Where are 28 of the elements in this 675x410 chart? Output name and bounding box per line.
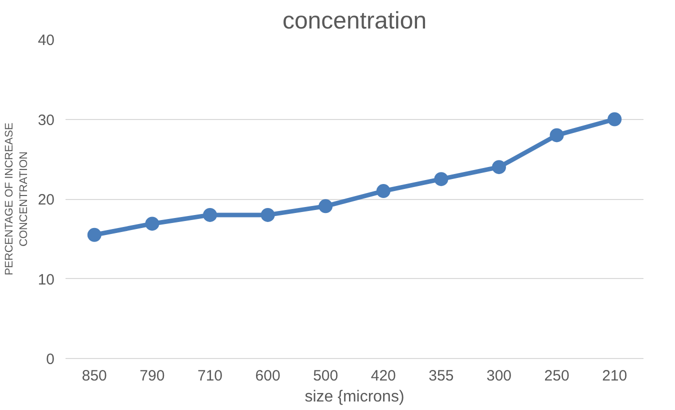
y-axis-title: PERCENTAGE OF INCREASE CONCENTRATION xyxy=(3,122,30,276)
point xyxy=(87,228,102,242)
x-axis-title: size {microns) xyxy=(304,388,404,406)
y-tick-label: 40 xyxy=(38,32,55,49)
y-tick-label: 0 xyxy=(46,351,54,368)
y-tick-label: 10 xyxy=(38,271,55,288)
point xyxy=(260,208,275,222)
point xyxy=(492,160,506,174)
x-tick-label: 600 xyxy=(255,368,280,384)
x-tick-label: 210 xyxy=(602,368,628,384)
point xyxy=(376,184,390,198)
point xyxy=(434,172,448,186)
point xyxy=(318,199,333,214)
point xyxy=(608,112,622,126)
x-tick-label: 850 xyxy=(82,368,107,384)
x-tick-label: 790 xyxy=(140,368,165,384)
x-tick-label: 355 xyxy=(428,368,454,384)
x-tick-label: 710 xyxy=(197,368,223,384)
chart-title: concentration xyxy=(282,8,427,34)
x-tick-label: 300 xyxy=(486,368,512,384)
x-tick-label: 250 xyxy=(544,368,570,384)
y-tick-label: 20 xyxy=(38,192,55,208)
y-tick-label: 30 xyxy=(38,112,55,129)
x-tick-label: 420 xyxy=(370,368,396,384)
point xyxy=(145,216,160,231)
point xyxy=(203,208,217,222)
point xyxy=(550,128,564,142)
x-tick-label: 500 xyxy=(313,368,338,384)
